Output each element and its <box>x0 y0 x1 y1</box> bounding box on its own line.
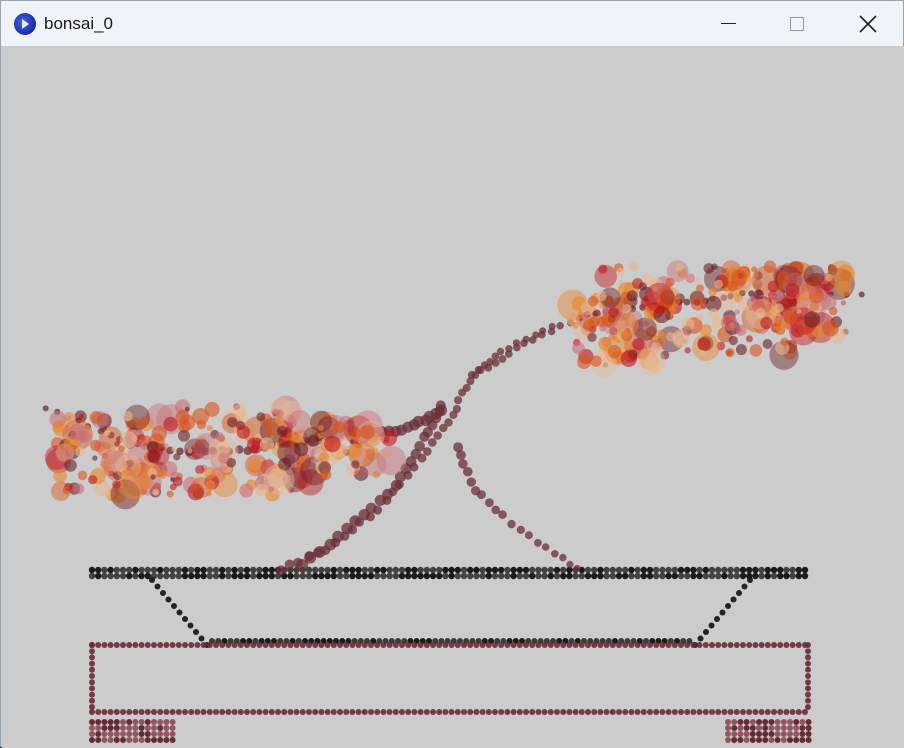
close-button[interactable] <box>834 1 902 46</box>
minimize-icon <box>720 22 736 25</box>
processing-app-icon <box>14 12 36 35</box>
maximize-button[interactable] <box>763 1 831 46</box>
maximize-icon <box>790 16 804 31</box>
bonsai-foliage <box>44 260 856 510</box>
close-icon <box>859 14 877 33</box>
minimize-button[interactable] <box>694 1 762 46</box>
bonsai-pot <box>88 566 812 743</box>
title-bar[interactable]: bonsai_0 <box>1 1 903 46</box>
sketch-canvas[interactable] <box>2 46 904 748</box>
window-title: bonsai_0 <box>44 13 114 33</box>
